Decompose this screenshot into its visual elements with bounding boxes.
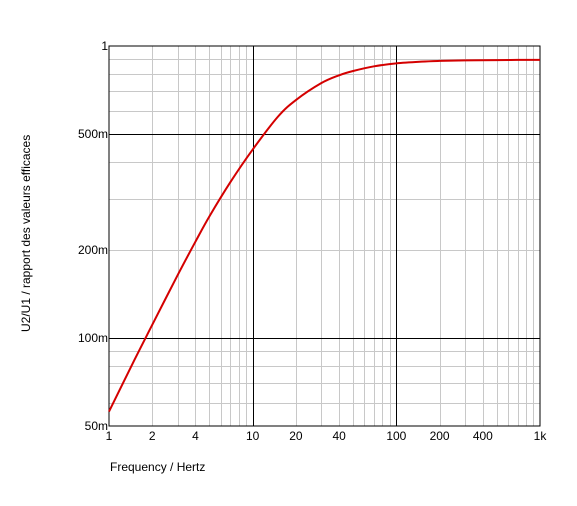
x-tick-label: 4 <box>192 429 199 443</box>
x-tick-label: 2 <box>149 429 156 443</box>
y-tick-label: 500m <box>78 127 108 141</box>
y-tick-label: 50m <box>85 419 108 433</box>
y-tick-label: 200m <box>78 243 108 257</box>
major-grid <box>109 46 540 426</box>
y-axis-label: U2/U1 / rapport des valeurs efficaces <box>19 135 33 332</box>
x-tick-label: 1k <box>534 429 548 443</box>
series-layer <box>108 58 541 413</box>
series-line <box>108 58 541 413</box>
y-tick-labels: 50m 100m 200m 500m 1 <box>78 39 108 433</box>
x-tick-label: 20 <box>289 429 303 443</box>
x-tick-label: 40 <box>332 429 346 443</box>
y-tick-label: 1 <box>101 39 108 53</box>
minor-grid <box>109 46 540 426</box>
y-tick-label: 100m <box>78 331 108 345</box>
x-axis-label: Frequency / Hertz <box>110 460 205 474</box>
x-tick-label: 200 <box>430 429 450 443</box>
x-tick-label: 400 <box>473 429 493 443</box>
x-tick-labels: 1 2 4 10 20 40 100 200 400 1k <box>106 429 548 443</box>
plot-frame <box>108 45 541 427</box>
x-tick-label: 10 <box>246 429 260 443</box>
x-tick-label: 1 <box>106 429 113 443</box>
x-tick-label: 100 <box>386 429 406 443</box>
